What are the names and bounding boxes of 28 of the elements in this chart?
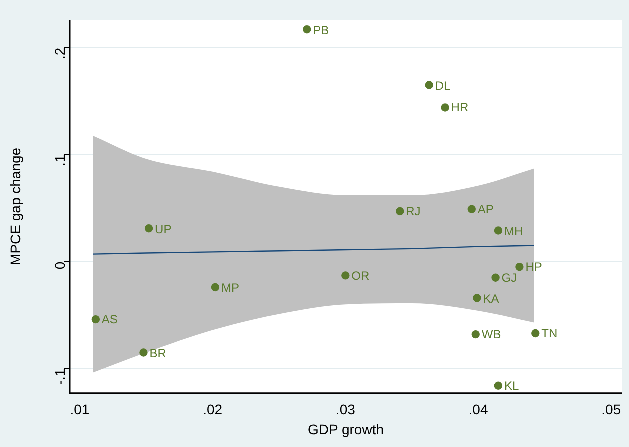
x-tick-label: .04 — [468, 402, 488, 418]
annotation: UP — [155, 222, 172, 236]
y-tick-label: -.1 — [52, 368, 68, 386]
annotation: KL — [504, 378, 520, 393]
annotation: KA — [483, 292, 500, 306]
annotation: AS — [102, 312, 118, 327]
annotation: OR — [352, 269, 370, 284]
annotation: AP — [478, 202, 494, 217]
x-axis-title: GDP growth — [308, 421, 384, 438]
y-tick-label: .2 — [52, 48, 68, 60]
x-tick-label: .02 — [203, 402, 223, 418]
annotation: MH — [504, 224, 524, 238]
x-tick-label: .03 — [336, 402, 356, 418]
annotation: TN — [542, 326, 558, 340]
y-axis-title: MPCE gap change — [7, 148, 24, 266]
annotation: PB — [313, 23, 330, 38]
annotation: HR — [451, 100, 469, 115]
annotation: MP — [221, 280, 240, 295]
annotation: HP — [526, 260, 542, 274]
x-tick-label: .01 — [70, 402, 90, 418]
annotation: WB — [482, 327, 502, 342]
annotation: GJ — [502, 270, 518, 285]
annotation: RJ — [406, 204, 421, 219]
x-tick-label: .05 — [602, 402, 622, 418]
y-tick-label: .1 — [52, 154, 68, 166]
annotation: DL — [435, 78, 452, 93]
y-tick-label: 0 — [52, 262, 68, 270]
annotation: BR — [150, 346, 167, 360]
